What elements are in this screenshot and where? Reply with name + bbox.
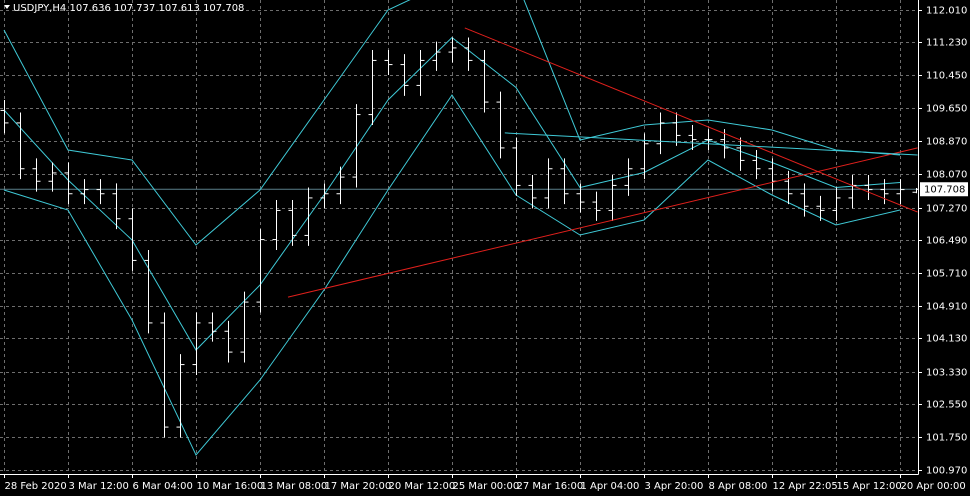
y-tick-label: 102.550 [926,400,967,411]
y-tick-label: 108.070 [926,170,967,181]
x-tick-label: 3 Mar 12:00 [69,481,129,492]
y-tick-label: 100.970 [926,466,967,477]
current-price-label: 107.708 [924,184,965,195]
x-tick-label: 6 Mar 04:00 [133,481,193,492]
x-tick-label: 25 Mar 00:00 [453,481,520,492]
y-tick-label: 101.750 [926,433,967,444]
y-tick-label: 110.450 [926,71,967,82]
x-tick-label: 17 Mar 20:00 [325,481,392,492]
chart-title: USDJPY,H4 107.636 107.737 107.613 107.70… [13,3,244,14]
y-tick-label: 106.490 [926,236,967,247]
bollinger-band [3,94,901,456]
current-price-box [920,182,968,197]
y-tick-label: 103.330 [926,368,967,379]
y-tick-label: 107.270 [926,204,967,215]
x-tick-label: 15 Apr 12:00 [837,481,902,492]
symbol-icon [4,5,10,9]
x-tick-label: 28 Feb 2020 [5,481,67,492]
y-tick-label: 112.010 [926,6,967,17]
y-tick-label: 105.710 [926,269,967,280]
y-tick-label: 104.910 [926,302,967,313]
x-tick-label: 12 Apr 22:05 [773,481,838,492]
plot-area [0,0,918,474]
x-tick-label: 10 Mar 16:00 [197,481,264,492]
y-tick-label: 109.650 [926,104,967,115]
x-tick-label: 3 Apr 20:00 [645,481,704,492]
x-tick-label: 20 Mar 12:00 [389,481,456,492]
trendline [504,132,918,156]
trendline [287,147,918,298]
x-tick-label: 1 Apr 04:00 [581,481,640,492]
x-tick-label: 13 Mar 08:00 [261,481,328,492]
trendline [464,27,918,213]
y-tick-label: 111.230 [926,38,967,49]
y-tick-label: 104.130 [926,334,967,345]
x-tick-label: 8 Apr 08:00 [709,481,768,492]
x-tick-label: 27 Mar 16:00 [517,481,584,492]
bollinger-band [3,0,901,246]
x-tick-label: 20 Apr 00:00 [901,481,966,492]
y-tick-label: 108.870 [926,137,967,148]
